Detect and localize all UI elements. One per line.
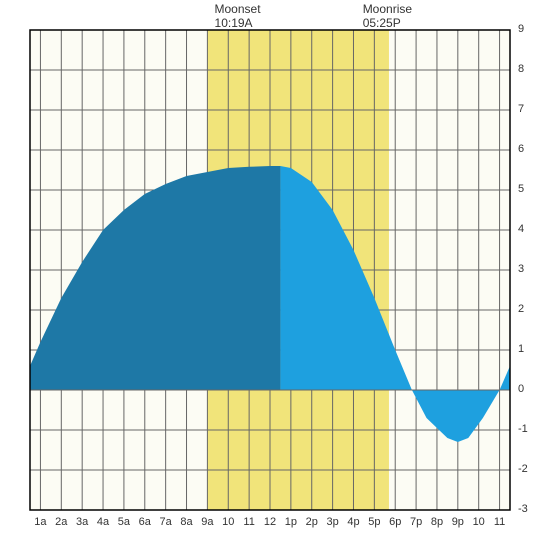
x-tick-label: 2p bbox=[306, 516, 318, 528]
y-tick-label: 5 bbox=[518, 183, 524, 195]
x-tick-label: 8a bbox=[180, 516, 192, 528]
tide-chart: Moonset 10:19A Moonrise 05:25P 1a 2a 3a 4a 5… bbox=[0, 0, 550, 550]
y-tick-label: 1 bbox=[518, 343, 524, 355]
chart-canvas bbox=[0, 0, 550, 550]
x-tick-label: 11 bbox=[243, 516, 254, 528]
x-tick-label: 9a bbox=[201, 516, 213, 528]
y-tick-label: 2 bbox=[518, 303, 524, 315]
x-tick-label: 10 bbox=[473, 516, 485, 528]
x-tick-label: 6a bbox=[139, 516, 151, 528]
x-tick-label: 1p bbox=[285, 516, 297, 528]
x-tick-label: 8p bbox=[431, 516, 443, 528]
x-tick-label: 4a bbox=[97, 516, 109, 528]
y-tick-label: -3 bbox=[518, 503, 528, 515]
y-tick-label: 8 bbox=[518, 63, 524, 75]
moonset-title: Moonset bbox=[215, 2, 261, 16]
x-tick-label: 7a bbox=[160, 516, 172, 528]
moonrise-label: Moonrise 05:25P bbox=[363, 2, 412, 30]
x-tick-label: 6p bbox=[389, 516, 401, 528]
y-tick-label: 4 bbox=[518, 223, 524, 235]
y-tick-label: 7 bbox=[518, 103, 524, 115]
moonset-time: 10:19A bbox=[215, 16, 261, 30]
y-tick-label: 6 bbox=[518, 143, 524, 155]
x-tick-label: 10 bbox=[222, 516, 234, 528]
x-tick-label: 7p bbox=[410, 516, 422, 528]
x-tick-label: 11 bbox=[494, 516, 505, 528]
x-tick-label: 5p bbox=[368, 516, 380, 528]
moonrise-time: 05:25P bbox=[363, 16, 412, 30]
x-tick-label: 2a bbox=[55, 516, 67, 528]
x-tick-label: 12 bbox=[264, 516, 276, 528]
x-tick-label: 4p bbox=[347, 516, 359, 528]
x-tick-label: 3p bbox=[326, 516, 338, 528]
y-tick-label: 3 bbox=[518, 263, 524, 275]
moonset-label: Moonset 10:19A bbox=[215, 2, 261, 30]
x-tick-label: 9p bbox=[452, 516, 464, 528]
y-tick-label: 9 bbox=[518, 23, 524, 35]
x-tick-label: 1a bbox=[34, 516, 46, 528]
y-tick-label: -1 bbox=[518, 423, 528, 435]
y-tick-label: -2 bbox=[518, 463, 528, 475]
y-tick-label: 0 bbox=[518, 383, 524, 395]
x-tick-label: 3a bbox=[76, 516, 88, 528]
moonrise-title: Moonrise bbox=[363, 2, 412, 16]
x-tick-label: 5a bbox=[118, 516, 130, 528]
